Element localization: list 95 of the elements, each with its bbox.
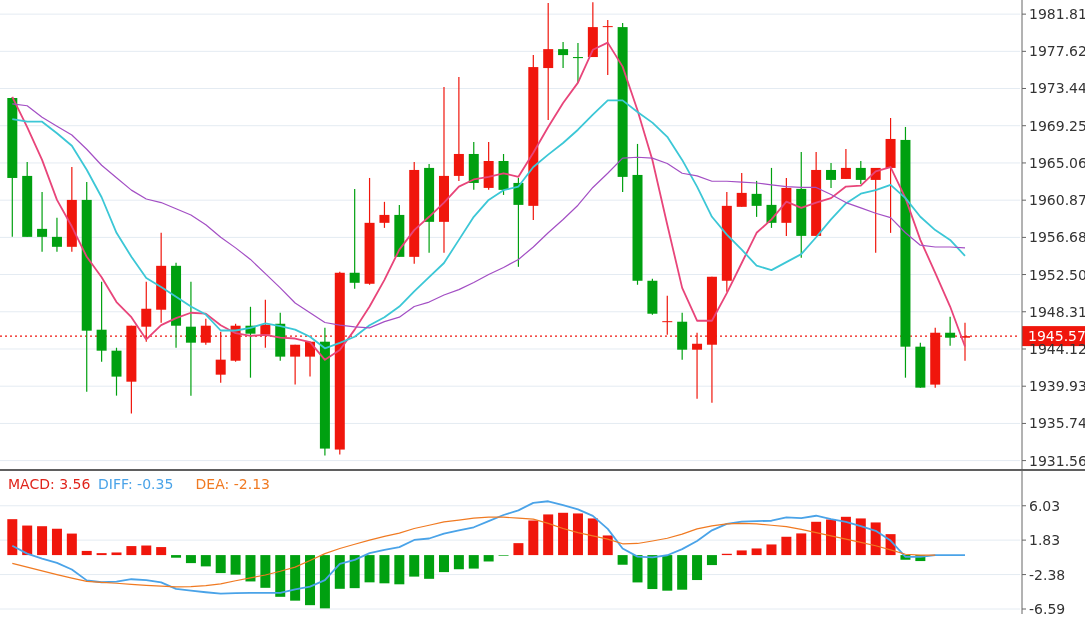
- y-tick-label: 1.83: [1029, 532, 1061, 549]
- candlestick: [513, 177, 524, 268]
- y-tick-label: 1969.25: [1029, 117, 1085, 134]
- bar: [811, 521, 822, 556]
- bar: [438, 555, 449, 573]
- bar: [736, 550, 747, 556]
- candlestick: [379, 201, 390, 229]
- candlestick: [453, 76, 464, 182]
- bar: [855, 518, 866, 556]
- candlestick: [96, 281, 107, 363]
- y-tick-label: 1956.68: [1029, 229, 1085, 246]
- bar: [349, 555, 360, 589]
- candlestick: [543, 2, 554, 121]
- bar: [290, 555, 301, 601]
- bar: [111, 552, 122, 556]
- y-tick-label: 1948.31: [1029, 303, 1085, 320]
- bar: [766, 544, 777, 556]
- candlestick: [602, 19, 613, 76]
- bar: [572, 513, 583, 556]
- bar: [647, 555, 658, 590]
- y-tick-label: 1939.93: [1029, 378, 1085, 395]
- line-series: [11, 500, 966, 595]
- bar: [796, 533, 807, 556]
- text: DIFF: -0.35: [98, 476, 174, 492]
- text: DEA: -2.13: [195, 476, 270, 492]
- bar: [51, 528, 62, 556]
- bar: [424, 555, 435, 579]
- bar: [558, 512, 569, 556]
- bar: [602, 535, 613, 556]
- bar: [379, 555, 390, 584]
- bar: [781, 536, 792, 556]
- bar: [260, 555, 271, 588]
- bar: [364, 555, 375, 583]
- y-tick-label: 1977.62: [1029, 43, 1085, 60]
- candlestick: [826, 162, 837, 189]
- candlestick: [51, 217, 62, 253]
- bar: [200, 555, 211, 567]
- bar: [185, 555, 196, 564]
- series-label: MACD: 3.56: [8, 476, 91, 492]
- bar: [171, 555, 182, 558]
- candlestick: [558, 41, 569, 69]
- bar: [706, 555, 717, 566]
- candlestick: [855, 160, 866, 185]
- bar: [528, 520, 539, 556]
- bar: [409, 555, 420, 577]
- bar: [632, 555, 643, 583]
- bar: [677, 555, 688, 590]
- bar: [22, 525, 33, 556]
- bar: [662, 555, 673, 591]
- candlestick: [37, 191, 48, 253]
- y-tick-label: -6.59: [1029, 601, 1066, 618]
- bar: [334, 555, 345, 589]
- candlestick: [305, 341, 316, 378]
- line-series: [11, 41, 966, 361]
- y-tick-label: -2.38: [1029, 566, 1066, 583]
- bar: [543, 514, 554, 556]
- candlestick: [662, 295, 673, 336]
- y-tick-label: 1952.50: [1029, 266, 1085, 283]
- bar: [230, 555, 241, 575]
- bar: [453, 555, 464, 570]
- bar: [840, 516, 851, 556]
- candlestick: [751, 180, 762, 218]
- bar: [483, 555, 494, 562]
- line-series: [11, 516, 936, 588]
- bar: [7, 519, 18, 556]
- bar: [587, 518, 598, 556]
- bar: [37, 526, 48, 556]
- bar: [141, 545, 152, 556]
- bar: [66, 533, 77, 556]
- bar: [394, 555, 405, 585]
- bar: [215, 555, 226, 574]
- candlestick: [572, 42, 583, 84]
- candlestick: [185, 281, 196, 397]
- y-tick-label: 6.03: [1029, 497, 1061, 514]
- bar: [319, 555, 330, 609]
- bar: [468, 555, 479, 569]
- bar: [126, 546, 137, 556]
- bar: [156, 547, 167, 556]
- y-tick-label: 1960.87: [1029, 192, 1085, 209]
- candlestick: [736, 172, 747, 208]
- bar: [617, 555, 628, 565]
- bar: [513, 543, 524, 556]
- bar: [826, 519, 837, 556]
- bar: [751, 548, 762, 556]
- bar: [245, 555, 256, 582]
- bar: [305, 555, 316, 606]
- bar: [692, 555, 703, 581]
- bar: [870, 522, 881, 556]
- y-tick-label: 1981.81: [1029, 6, 1085, 23]
- bar: [275, 555, 286, 597]
- candlestick: [290, 344, 301, 386]
- bar: [81, 550, 92, 556]
- candlestick: [349, 188, 360, 290]
- candlestick: [945, 316, 956, 347]
- candlestick: [840, 148, 851, 180]
